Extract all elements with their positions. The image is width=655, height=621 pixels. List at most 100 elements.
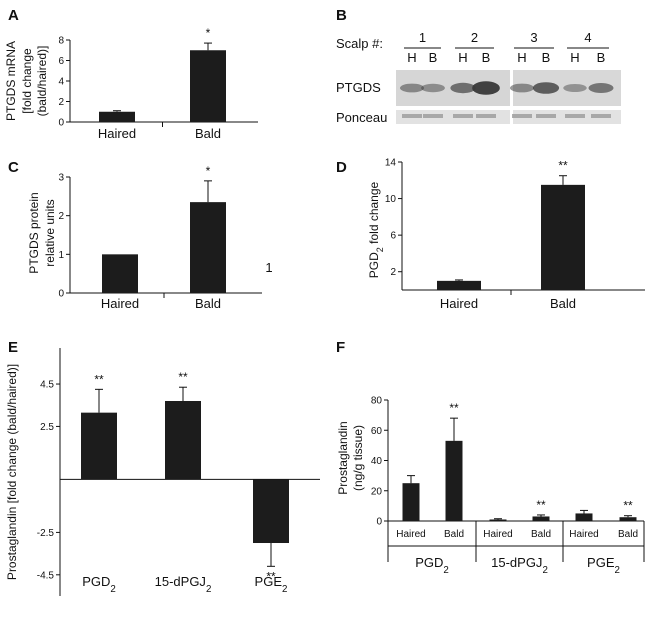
panel-c-category-label-haired: Haired bbox=[101, 296, 139, 311]
panel-f-bar bbox=[619, 517, 637, 521]
panel-b-lane-label: B bbox=[597, 50, 606, 65]
panel-b-scalp-number: 4 bbox=[584, 30, 591, 45]
panel-b-ponceau-band bbox=[565, 114, 585, 118]
panel-f-bar bbox=[575, 513, 593, 521]
panel-c-y-label: PTGDS protein bbox=[27, 192, 41, 273]
panel-c-bar bbox=[190, 202, 226, 293]
panel-b-ponceau-band bbox=[453, 114, 473, 118]
panel-d-y-label: PGD2 fold change bbox=[367, 181, 385, 278]
panel-f-y-label: Prostaglandin bbox=[336, 421, 350, 494]
panel-f-group-label-pge2: PGE2 bbox=[587, 555, 620, 576]
panel-e-y-tick-label: 2.5 bbox=[40, 422, 54, 433]
panel-e-letter: E bbox=[8, 339, 18, 356]
panel-f-group-label-pgd2: PGD2 bbox=[415, 555, 449, 576]
panel-f-subcategory-label: Haired bbox=[569, 529, 598, 540]
panel-f-y-tick-label: 20 bbox=[371, 486, 383, 497]
panel-f-bar bbox=[445, 440, 463, 521]
panel-a-category-label-haired: Haired bbox=[98, 126, 136, 141]
panel-f-bar bbox=[532, 516, 550, 521]
panel-b-lane-label: B bbox=[482, 50, 491, 65]
panel-a-y-label: PTGDS mRNA bbox=[4, 41, 18, 121]
panel-a-y-tick-label: 6 bbox=[58, 56, 64, 67]
panel-f-subcategory-label: Bald bbox=[444, 529, 464, 540]
panel-f-y-tick-label: 60 bbox=[371, 426, 383, 437]
panel-b-ptgds-band bbox=[421, 83, 445, 93]
panel-f-y-tick-label: 80 bbox=[371, 396, 383, 407]
panel-d-y-tick-label: 6 bbox=[390, 231, 396, 242]
panel-c-significance-label: * bbox=[206, 164, 211, 178]
panel-a-letter: A bbox=[8, 7, 19, 24]
panel-b-ptgds-band bbox=[563, 84, 587, 92]
panel-a-y-label: [fold change bbox=[20, 48, 34, 114]
panel-b-letter: B bbox=[336, 7, 347, 24]
panel-f-subcategory-label: Bald bbox=[531, 529, 551, 540]
panel-b-ponceau-band bbox=[423, 114, 443, 118]
panel-e-category-label-pgd2: PGD2 bbox=[82, 574, 116, 595]
panel-d-bar bbox=[437, 280, 481, 290]
panel-b-ponceau-band bbox=[536, 114, 556, 118]
panel-e-category-label-pge2: PGE2 bbox=[255, 574, 288, 595]
stray-mark-label: 1 bbox=[265, 260, 272, 275]
panel-f-group-label-15-dpgj2: 15-dPGJ2 bbox=[491, 555, 548, 576]
panel-b-row-label-ptgds: PTGDS bbox=[336, 80, 381, 95]
panel-d-y-tick-label: 2 bbox=[390, 267, 396, 278]
panel-b-lane-label: H bbox=[458, 50, 467, 65]
panel-f-subcategory-label: Haired bbox=[483, 529, 512, 540]
panel-a-y-label: (bald/haired)] bbox=[35, 46, 49, 117]
panel-c-y-tick-label: 2 bbox=[58, 211, 64, 222]
panel-a-bar bbox=[99, 111, 135, 122]
panel-b-scalp-number: 2 bbox=[471, 30, 478, 45]
panel-d-significance-label: ** bbox=[558, 159, 568, 173]
panel-a-category-label-bald: Bald bbox=[195, 126, 221, 141]
panel-b-ponceau-band bbox=[512, 114, 532, 118]
panel-f-bar bbox=[402, 483, 420, 521]
panel-e-y-tick-label: 4.5 bbox=[40, 380, 54, 391]
panel-f-bar bbox=[489, 519, 507, 521]
panel-a-y-tick-label: 4 bbox=[58, 77, 64, 88]
panel-b-ptgds-band bbox=[532, 82, 560, 94]
panel-a-significance-label: * bbox=[206, 26, 211, 40]
panel-c-y-tick-label: 3 bbox=[58, 173, 64, 184]
panel-d-letter: D bbox=[336, 159, 347, 176]
panel-f-y-tick-label: 40 bbox=[371, 456, 383, 467]
panel-e-category-label-15-dpgj2: 15-dPGJ2 bbox=[155, 574, 212, 595]
panel-f-subcategory-label: Bald bbox=[618, 529, 638, 540]
panel-e-significance-label: ** bbox=[94, 372, 104, 386]
panel-e-bar bbox=[253, 479, 289, 544]
panel-f-y-tick-label: 0 bbox=[376, 517, 382, 528]
panel-e-y-tick-label: -4.5 bbox=[37, 570, 55, 581]
panel-a-bar bbox=[190, 50, 226, 122]
panel-c-y-tick-label: 0 bbox=[58, 289, 64, 300]
panel-d-category-label-haired: Haired bbox=[440, 296, 478, 311]
panel-a-y-tick-label: 0 bbox=[58, 118, 64, 129]
panel-b-ponceau-band bbox=[476, 114, 496, 118]
panel-c-category-label-bald: Bald bbox=[195, 296, 221, 311]
panel-a-y-tick-label: 2 bbox=[58, 97, 64, 108]
panel-f-significance-label: ** bbox=[623, 499, 633, 513]
panel-b-ptgds-band bbox=[450, 82, 476, 94]
panel-e-significance-label: ** bbox=[266, 569, 276, 583]
panel-d-bar bbox=[541, 184, 585, 290]
panel-b-lane-label: B bbox=[429, 50, 438, 65]
panel-b-ptgds-band bbox=[588, 83, 614, 93]
panel-d-y-tick-label: 10 bbox=[385, 194, 397, 205]
panel-b-ptgds-band bbox=[399, 83, 425, 93]
panel-b-scalp-label: Scalp #: bbox=[336, 36, 383, 51]
panel-b-row-label-ponceau: Ponceau bbox=[336, 110, 387, 125]
panel-b-lane-label: H bbox=[407, 50, 416, 65]
panel-d-category-label-bald: Bald bbox=[550, 296, 576, 311]
panel-f-letter: F bbox=[336, 339, 345, 356]
panel-b-scalp-number: 3 bbox=[530, 30, 537, 45]
panel-e-significance-label: ** bbox=[178, 370, 188, 384]
panel-b-lane-label: H bbox=[517, 50, 526, 65]
panel-b-ptgds-band bbox=[509, 83, 535, 93]
panel-e-y-tick-label: -2.5 bbox=[37, 528, 55, 539]
panel-c-bar bbox=[102, 254, 138, 293]
panel-b-ptgds-band bbox=[472, 81, 500, 95]
panel-d-y-tick-label: 14 bbox=[385, 158, 397, 169]
panel-e-y-label: Prostaglandin [fold change (bald/haired)… bbox=[5, 364, 19, 580]
panel-b-lane-label: H bbox=[570, 50, 579, 65]
panel-f-y-label: (ng/g tissue) bbox=[351, 425, 365, 491]
panel-e-bar bbox=[81, 412, 117, 480]
